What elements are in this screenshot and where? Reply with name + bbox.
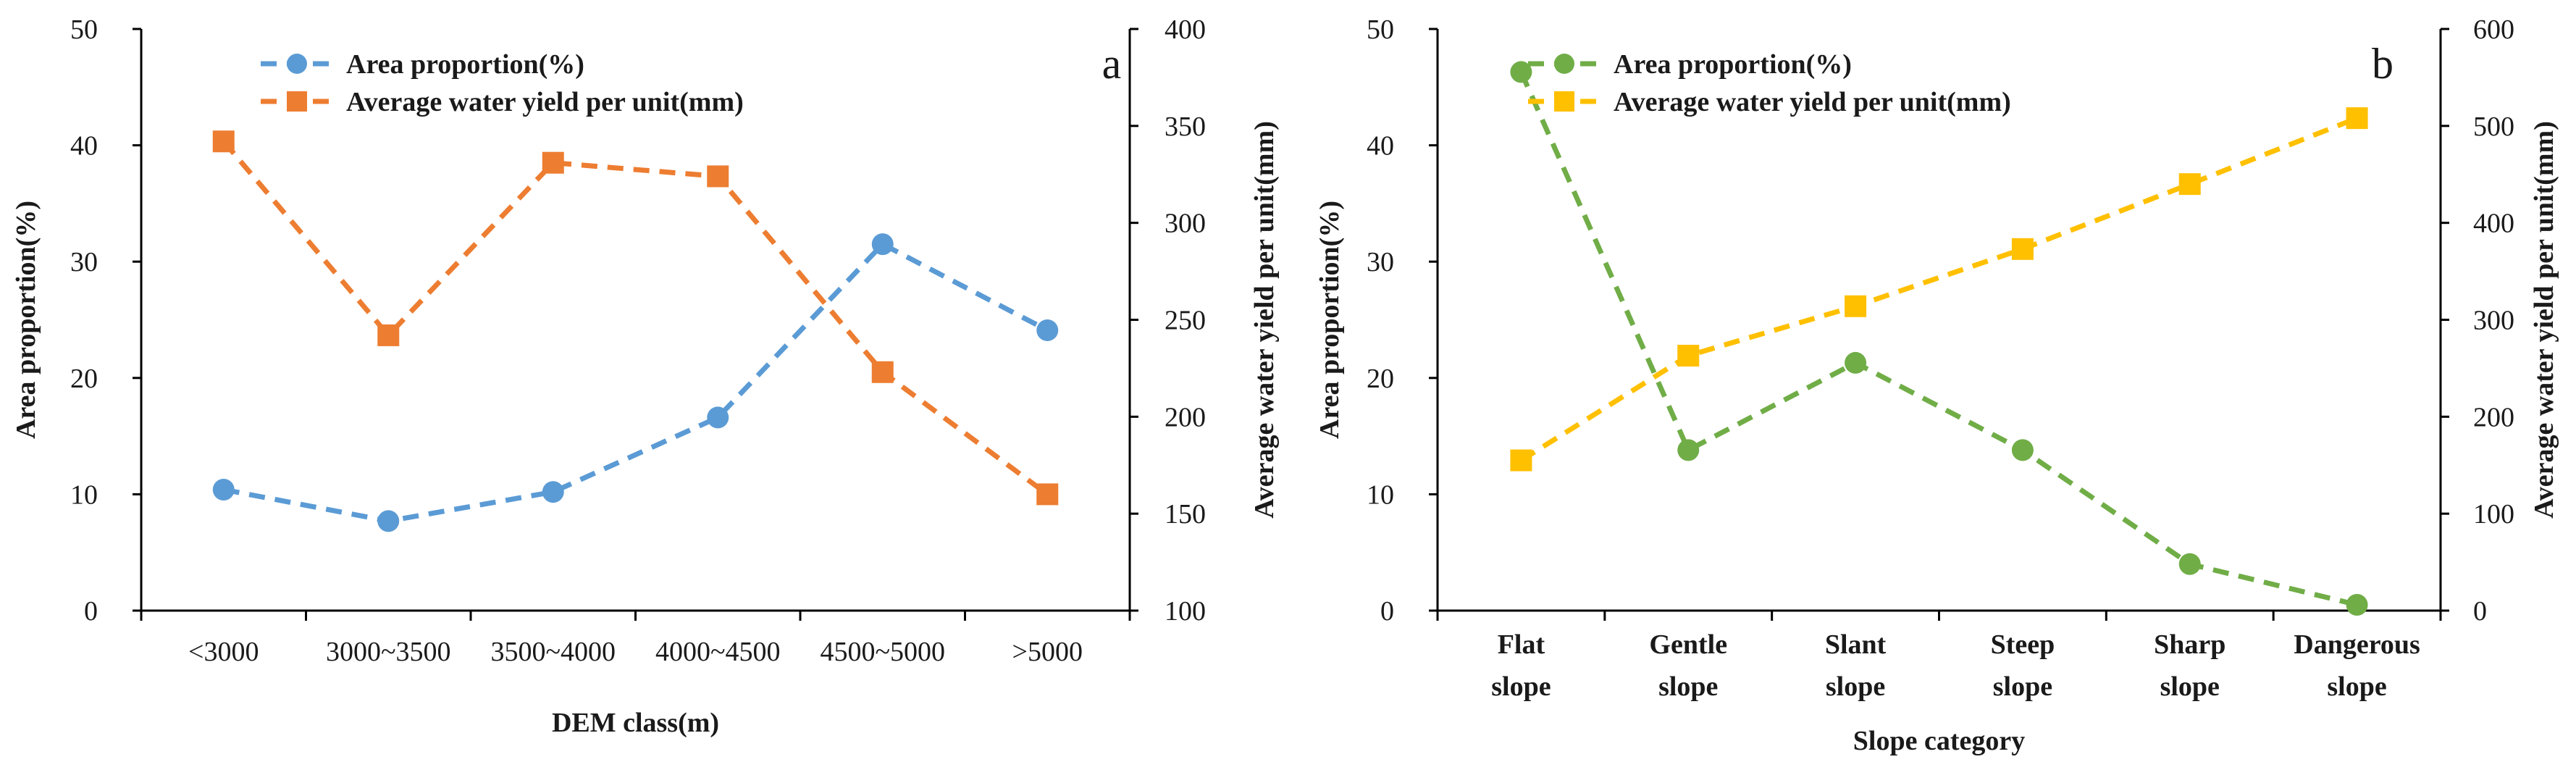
data-point-circle [1845,351,1867,374]
y-axis-right-title: Average water yield per unit(mm) [1249,121,1280,519]
data-point-square [212,130,235,153]
x-category-label: slope [1658,671,1718,702]
x-axis-title: Slope category [1853,726,2025,756]
data-point-circle [1510,61,1532,83]
data-point-square [542,151,564,174]
y-right-tick-label: 100 [1165,596,1206,627]
chart-panel-b: 010203040500100200300400500600FlatslopeG… [1314,14,2559,756]
x-category-label: 4000~4500 [655,637,781,667]
x-category-label: >5000 [1012,637,1083,667]
data-point-circle [212,478,235,501]
series-line-water-yield [222,139,1049,497]
series-line-area-proportion [1519,71,2358,608]
data-point-circle [707,406,729,429]
y-left-tick-label: 50 [1367,14,1394,45]
y-right-tick-label: 250 [1165,306,1206,336]
data-point-circle [2178,553,2201,575]
y-left-tick-label: 40 [70,131,98,162]
y-left-tick-label: 30 [70,247,98,277]
data-point-square [1677,345,1700,367]
y-left-tick-label: 20 [70,364,98,394]
panel-label: b [2372,40,2394,88]
x-category-label: 3500~4000 [490,637,616,667]
y-right-tick-label: 150 [1165,499,1206,529]
y-right-tick-label: 0 [2473,596,2487,627]
y-left-tick-label: 10 [1367,480,1394,510]
y-right-tick-label: 200 [1165,402,1206,432]
x-category-label: Slant [1825,629,1887,660]
chart-panel-a: 0 10 20 30 40 50 100 150 200 250 300 350 400 <3000 300… [11,14,1280,738]
data-point-square [2011,238,2034,260]
x-category-label: slope [1826,671,1885,702]
x-axis-title: DEM class(m) [552,708,719,738]
y-right-tick-label: 400 [1165,14,1206,45]
y-left-tick-label: 20 [1367,364,1394,394]
y-right-tick-label: 400 [2473,209,2514,239]
legend-label: Average water yield per unit(mm) [1614,87,2011,117]
data-point-square [1845,295,1867,317]
y-axis-right-title: Average water yield per unit(mm) [2529,121,2559,519]
y-right-tick-label: 600 [2473,14,2514,45]
series-line-water-yield [1519,115,2358,463]
legend-marker-square [1554,91,1574,112]
legend-label: Average water yield per unit(mm) [346,87,744,117]
x-category-label: slope [2327,671,2386,702]
y-left-tick-label: 30 [1367,247,1394,277]
y-left-tick-label: 0 [1380,596,1394,627]
y-right-tick-label: 100 [2473,499,2514,529]
x-category-label: Gentle [1649,629,1727,660]
x-category-label: slope [2160,671,2220,702]
x-category-label: slope [1491,671,1551,702]
x-category-label: Steep [1991,629,2055,660]
y-left-tick-label: 50 [70,14,98,45]
data-point-square [1036,483,1059,506]
data-point-circle [542,481,564,503]
data-point-circle [871,233,894,256]
panel-label: a [1102,40,1122,88]
x-category-label: slope [1993,671,2052,702]
y-axis-left-title: Area proportion(%) [1314,201,1345,439]
y-left-tick-label: 40 [1367,131,1394,162]
data-point-circle [1677,439,1700,461]
data-point-square [2346,107,2368,130]
data-point-circle [2346,593,2368,616]
legend-marker-circle [1554,54,1574,74]
x-category-label: 4500~5000 [820,637,945,667]
y-axis-left-title: Area proportion(%) [11,201,41,439]
data-point-square [1510,449,1532,472]
y-right-tick-label: 300 [2473,306,2514,336]
data-point-square [871,361,894,383]
legend-marker-square [287,91,307,112]
data-point-square [707,165,729,188]
x-category-label: 3000~3500 [326,637,451,667]
data-point-square [377,324,400,346]
y-right-tick-label: 350 [1165,112,1206,142]
legend-label: Area proportion(%) [346,49,584,80]
x-category-label: <3000 [188,637,259,667]
y-right-tick-label: 200 [2473,402,2514,432]
y-left-tick-label: 0 [84,596,98,627]
data-point-square [2178,173,2201,196]
data-point-circle [2011,439,2034,461]
y-right-tick-label: 500 [2473,112,2514,142]
legend-marker-circle [287,54,307,74]
y-left-tick-label: 10 [70,480,98,510]
x-category-label: Flat [1498,629,1545,660]
x-category-label: Sharp [2154,629,2225,660]
series-line-area-proportion [223,240,1049,524]
x-category-label: Dangerous [2294,629,2420,660]
y-right-tick-label: 300 [1165,209,1206,239]
data-point-circle [1036,319,1059,341]
data-point-circle [377,510,400,532]
legend-label: Area proportion(%) [1614,49,1852,80]
